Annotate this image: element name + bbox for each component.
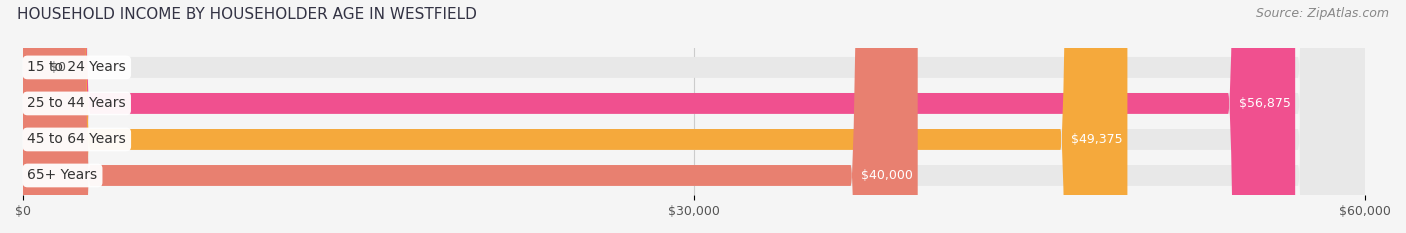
Text: 15 to 24 Years: 15 to 24 Years [28, 60, 127, 74]
FancyBboxPatch shape [22, 0, 918, 233]
Text: $0: $0 [49, 61, 66, 74]
Text: $56,875: $56,875 [1239, 97, 1291, 110]
Text: 65+ Years: 65+ Years [28, 168, 97, 182]
FancyBboxPatch shape [22, 0, 1295, 233]
FancyBboxPatch shape [22, 0, 1365, 233]
FancyBboxPatch shape [22, 0, 1365, 233]
FancyBboxPatch shape [22, 0, 1365, 233]
FancyBboxPatch shape [22, 0, 1128, 233]
Text: 45 to 64 Years: 45 to 64 Years [28, 132, 127, 147]
Text: HOUSEHOLD INCOME BY HOUSEHOLDER AGE IN WESTFIELD: HOUSEHOLD INCOME BY HOUSEHOLDER AGE IN W… [17, 7, 477, 22]
FancyBboxPatch shape [22, 0, 1365, 233]
Text: Source: ZipAtlas.com: Source: ZipAtlas.com [1256, 7, 1389, 20]
Text: 25 to 44 Years: 25 to 44 Years [28, 96, 127, 110]
Text: $49,375: $49,375 [1071, 133, 1123, 146]
Text: $40,000: $40,000 [862, 169, 914, 182]
